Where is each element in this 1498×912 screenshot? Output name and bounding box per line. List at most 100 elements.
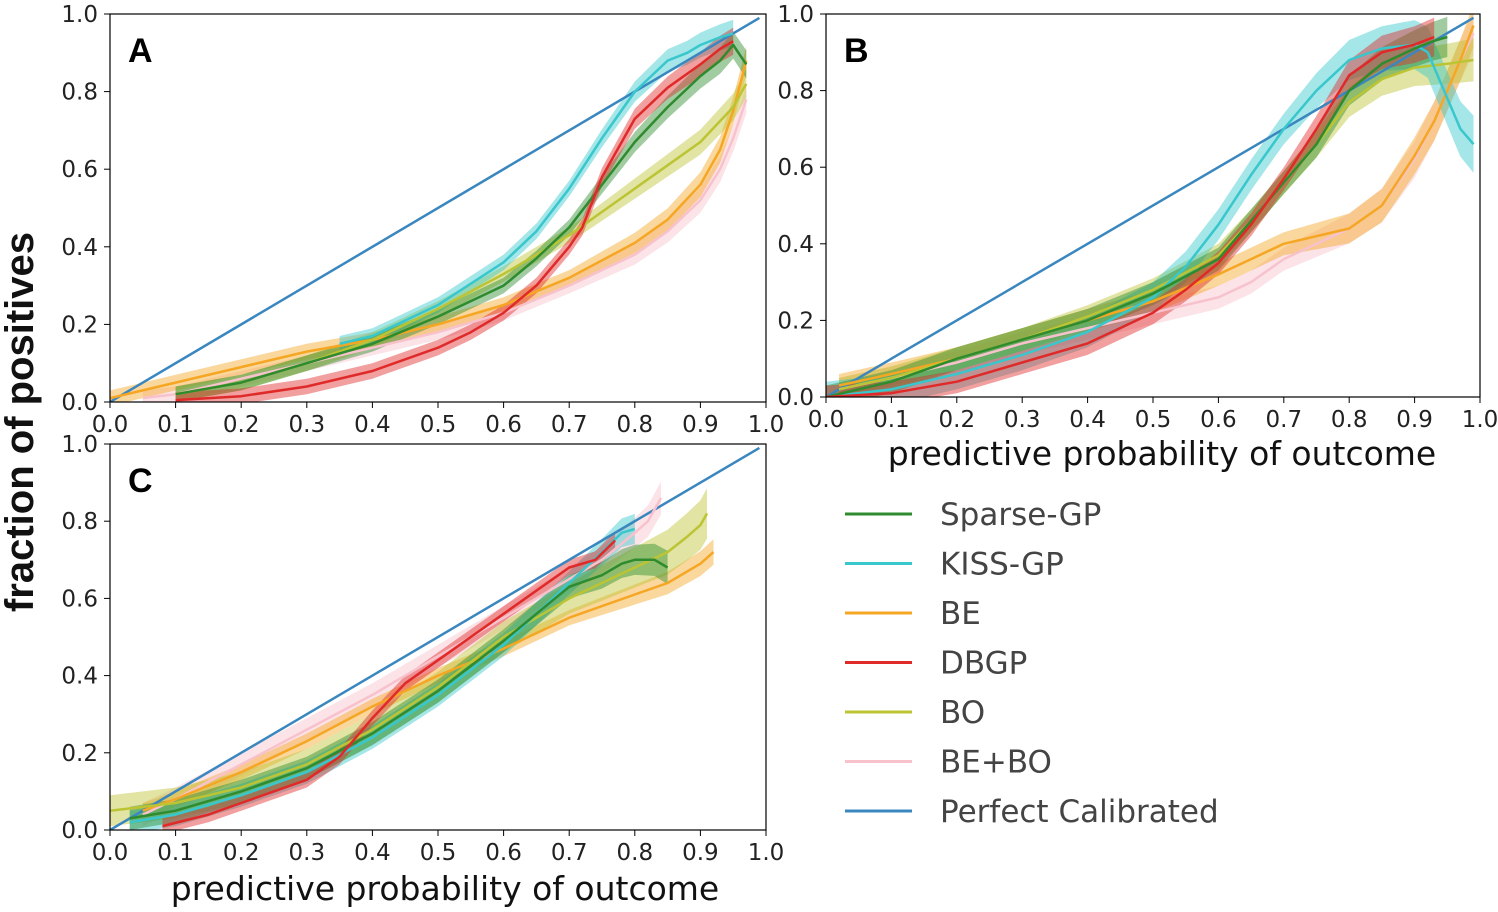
legend: Sparse-GP KISS-GP BE DBGP BO BE+BO Perfect Cal… — [845, 497, 1219, 830]
line-kiss-gp — [826, 43, 1475, 397]
band-be — [110, 46, 747, 402]
x-tick-label: 1.0 — [748, 412, 785, 438]
x-axis-label: predictive probability of outcome — [171, 869, 719, 908]
line-be-plus-bo — [142, 99, 748, 400]
legend-label: Sparse-GP — [940, 497, 1101, 533]
x-tick-label: 0.2 — [223, 840, 260, 866]
x-tick-label: 0.4 — [1069, 407, 1106, 433]
x-tick-label: 1.0 — [748, 840, 785, 866]
line-sparse-gp — [826, 35, 1448, 397]
x-tick-label: 0.3 — [289, 840, 326, 866]
x-tick-label: 0.6 — [1200, 407, 1237, 433]
line-dbgp — [162, 539, 616, 828]
band-kiss-gp — [826, 20, 1474, 397]
legend-label: BE+BO — [940, 745, 1052, 781]
legend-label: BE — [940, 596, 981, 632]
panel-a: 0.0 0.1 0.2 0.3 0.4 0.5 0.6 0.7 0.8 0.9 1.0 0.0 0.2 0… — [61, 2, 784, 438]
line-dbgp — [175, 40, 734, 402]
x-tick-label: 0.1 — [157, 412, 194, 438]
x-tick-label: 0.4 — [354, 840, 391, 866]
legend-label: BO — [940, 695, 985, 731]
line-bo — [110, 512, 709, 812]
band-dbgp — [162, 531, 616, 830]
y-tick-label: 0.4 — [777, 232, 814, 258]
plot-area — [826, 14, 1475, 397]
band-be-plus-bo — [142, 481, 662, 827]
band-sparse-gp — [826, 16, 1448, 397]
y-tick-label: 0.6 — [61, 586, 98, 612]
band-be-plus-bo — [142, 85, 747, 402]
x-tick-label: 0.3 — [1004, 407, 1041, 433]
x-tick-label: 1.0 — [1462, 407, 1498, 433]
line-dbgp — [826, 35, 1435, 397]
y-tick-label: 0.8 — [777, 79, 814, 105]
panel-b: 0.0 0.1 0.2 0.3 0.4 0.5 0.6 0.7 0.8 0.9 1.0 0.0 0.2 0… — [777, 2, 1498, 473]
legend-item-be-plus-bo: BE+BO — [845, 745, 1052, 781]
panel-c: 0.0 0.1 0.2 0.3 0.4 0.5 0.6 0.7 0.8 0.9 1.0 0.0 0.2 0… — [61, 432, 784, 908]
band-bo — [839, 38, 1474, 397]
x-tick-label: 0.5 — [1135, 407, 1172, 433]
line-bo — [838, 58, 1474, 391]
y-axis-label: fraction of positives — [0, 232, 42, 612]
x-tick-label: 0.6 — [485, 840, 522, 866]
x-tick-label: 0.0 — [92, 840, 129, 866]
y-tick-label: 0.6 — [61, 157, 98, 183]
x-tick-label: 0.2 — [939, 407, 976, 433]
y-tick-label: 1.0 — [777, 2, 814, 28]
x-tick-label: 0.3 — [289, 412, 326, 438]
legend-label: DBGP — [940, 646, 1027, 682]
x-tick-label: 0.5 — [420, 840, 457, 866]
x-tick-label: 0.7 — [1266, 407, 1303, 433]
line-perfect-calibrated — [826, 16, 1475, 397]
x-tick-label: 0.2 — [223, 412, 260, 438]
y-tick-label: 0.0 — [777, 385, 814, 411]
y-tick-label: 0.8 — [61, 80, 98, 106]
x-tick-label: 0.7 — [551, 840, 588, 866]
y-tick-label: 0.0 — [61, 390, 98, 416]
legend-label: KISS-GP — [940, 547, 1064, 583]
legend-item-kiss-gp: KISS-GP — [845, 547, 1064, 583]
y-tick-label: 0.6 — [777, 155, 814, 181]
plot-area — [110, 16, 761, 402]
x-tick-label: 0.0 — [808, 407, 845, 433]
band-dbgp — [826, 17, 1435, 397]
y-tick-label: 1.0 — [61, 432, 98, 458]
band-kiss-gp — [339, 19, 734, 352]
x-tick-label: 0.5 — [420, 412, 457, 438]
y-tick-label: 1.0 — [61, 2, 98, 28]
x-axis-label: predictive probability of outcome — [888, 434, 1436, 473]
legend-item-dbgp: DBGP — [845, 646, 1027, 682]
band-bo — [110, 488, 707, 827]
legend-item-perfect-calibrated: Perfect Calibrated — [845, 794, 1219, 830]
y-tick-label: 0.2 — [61, 741, 98, 767]
plot-area — [110, 446, 761, 830]
x-tick-label: 0.4 — [354, 412, 391, 438]
line-sparse-gp — [175, 43, 748, 396]
x-tick-label: 0.0 — [92, 412, 129, 438]
panel-label: A — [128, 32, 153, 70]
x-tick-label: 0.8 — [617, 840, 654, 866]
legend-label: Perfect Calibrated — [940, 794, 1219, 830]
x-tick-label: 0.7 — [551, 412, 588, 438]
x-tick-label: 0.9 — [682, 412, 719, 438]
y-tick-label: 0.0 — [61, 818, 98, 844]
y-tick-label: 0.4 — [61, 235, 98, 261]
x-tick-label: 0.1 — [157, 840, 194, 866]
line-perfect-calibrated — [110, 16, 761, 402]
y-tick-label: 0.8 — [61, 509, 98, 535]
x-tick-label: 0.8 — [617, 412, 654, 438]
legend-item-sparse-gp: Sparse-GP — [845, 497, 1101, 533]
panel-label: C — [128, 462, 153, 500]
legend-item-bo: BO — [845, 695, 985, 731]
line-perfect-calibrated — [110, 446, 761, 830]
x-tick-label: 0.9 — [1396, 407, 1433, 433]
panel-label: B — [844, 32, 869, 70]
x-tick-label: 0.1 — [873, 407, 910, 433]
y-tick-label: 0.2 — [61, 312, 98, 338]
x-tick-label: 0.6 — [485, 412, 522, 438]
x-tick-label: 0.8 — [1331, 407, 1368, 433]
x-tick-label: 0.9 — [682, 840, 719, 866]
y-tick-label: 0.4 — [61, 664, 98, 690]
y-tick-label: 0.2 — [777, 308, 814, 334]
